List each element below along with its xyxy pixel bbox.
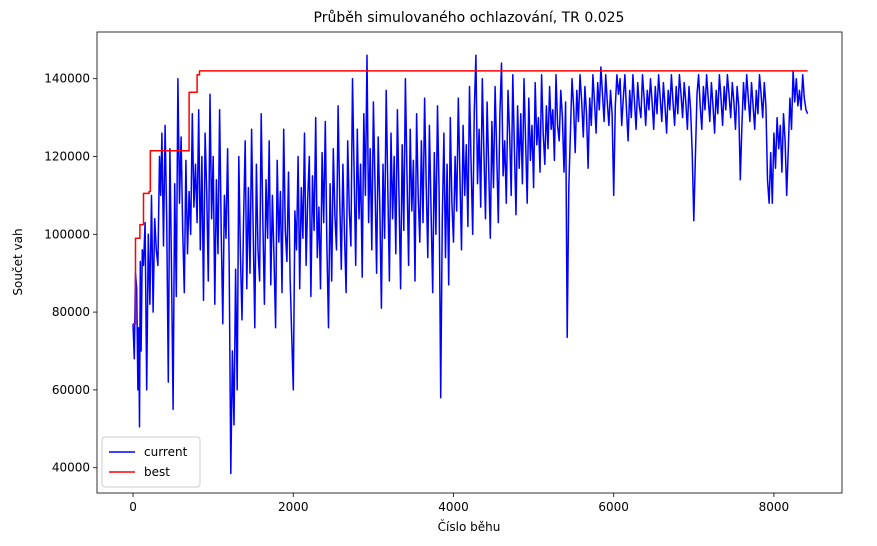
legend-label-current: current (144, 445, 188, 459)
series-layer (132, 54, 809, 475)
y-tick-label: 100000 (44, 227, 90, 241)
legend-label-best: best (144, 465, 170, 479)
y-tick-label: 120000 (44, 149, 90, 163)
x-tick-label: 6000 (598, 500, 629, 514)
y-tick-label: 60000 (52, 383, 90, 397)
y-axis: 40000 60000 80000 100000 120000 140000 (44, 72, 97, 475)
y-tick-label: 40000 (52, 461, 90, 475)
legend: current best (101, 436, 201, 488)
x-tick-label: 4000 (438, 500, 469, 514)
x-tick-label: 8000 (759, 500, 790, 514)
x-tick-label: 2000 (278, 500, 309, 514)
series-line-best (133, 70, 808, 325)
x-tick-label: 0 (129, 500, 137, 514)
y-tick-label: 80000 (52, 305, 90, 319)
y-axis-label: Součet vah (11, 228, 25, 295)
y-tick-label: 140000 (44, 72, 90, 86)
x-axis: 0 2000 4000 6000 8000 (129, 493, 789, 514)
legend-box (101, 436, 201, 488)
plot-frame (96, 31, 843, 494)
x-axis-label: Číslo běhu (438, 519, 501, 534)
chart-title: Průběh simulovaného ochlazování, TR 0.02… (314, 10, 625, 26)
series-line-current (132, 54, 809, 475)
